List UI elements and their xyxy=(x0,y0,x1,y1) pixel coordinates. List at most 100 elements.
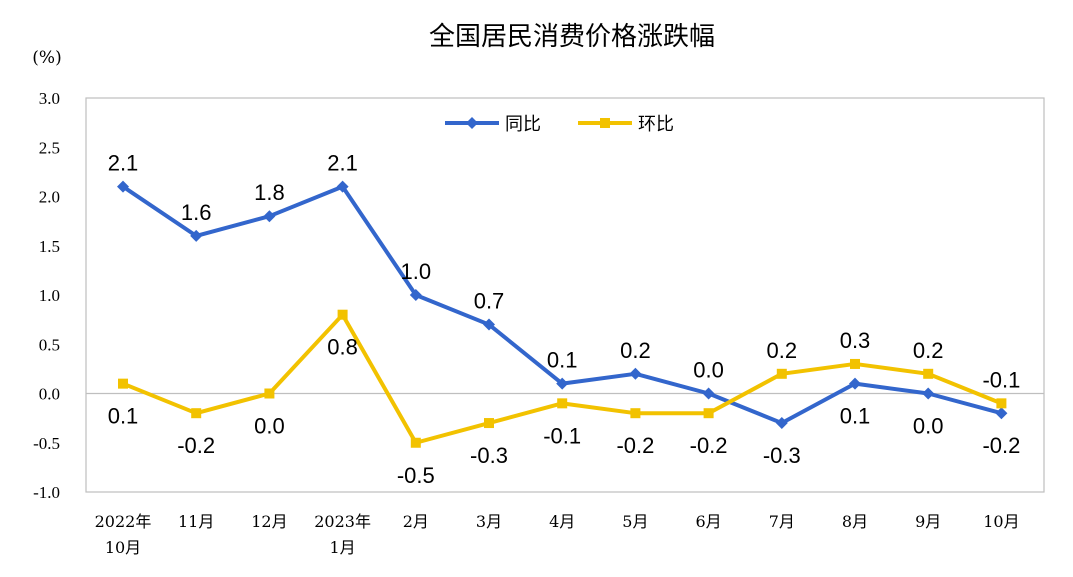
data-point-marker xyxy=(850,358,860,369)
x-tick-line: 3月 xyxy=(476,512,502,531)
data-label: 0.2 xyxy=(767,338,798,363)
data-label: 2.1 xyxy=(108,151,139,176)
data-point-marker xyxy=(776,368,787,379)
y-unit-label: (%) xyxy=(32,48,61,68)
data-label: 0.1 xyxy=(108,404,139,429)
x-tick-line: 1月 xyxy=(330,538,356,557)
data-point-marker xyxy=(629,367,642,380)
x-tick-label: 2022年 10月 xyxy=(95,512,152,557)
data-label: -0.2 xyxy=(982,433,1020,458)
x-axis-ticks: 2022年 10月 11月 12月 2023年 1月 2月 3月 4月 5月 6月 7月 8月 9月 10月 xyxy=(95,512,1020,557)
data-label: 0.1 xyxy=(547,348,578,373)
data-label: -0.3 xyxy=(763,443,801,468)
data-label: -0.5 xyxy=(397,463,435,488)
x-tick-label: 3月 xyxy=(476,512,502,531)
y-axis-ticks: 3.0 2.5 2.0 1.5 1.0 0.5 0.0 -0.5 -1.0 xyxy=(33,89,60,502)
data-point-marker xyxy=(337,309,348,320)
x-tick-line: 10月 xyxy=(983,512,1019,531)
data-point-marker xyxy=(557,398,568,409)
x-tick-line: 7月 xyxy=(769,512,795,531)
y-tick-label: 0.5 xyxy=(39,335,60,354)
data-label: 0.1 xyxy=(840,404,871,429)
data-point-marker xyxy=(117,180,129,193)
data-label: 0.0 xyxy=(913,414,944,439)
data-label: 0.8 xyxy=(327,335,358,360)
legend: 同比 环比 xyxy=(445,114,674,135)
data-label: -0.1 xyxy=(982,367,1020,392)
data-point-marker xyxy=(484,418,494,429)
data-point-marker xyxy=(775,417,788,430)
x-tick-label: 9月 xyxy=(915,512,941,531)
x-tick-line: 10月 xyxy=(105,538,141,557)
data-label: 1.8 xyxy=(254,180,285,205)
x-tick-label: 8月 xyxy=(842,512,868,531)
data-label: -0.2 xyxy=(177,433,215,458)
x-tick-label: 5月 xyxy=(622,512,648,531)
y-tick-label: 0.0 xyxy=(39,385,60,404)
series-layer xyxy=(117,180,1008,448)
legend-label: 同比 xyxy=(505,114,541,135)
x-tick-label: 11月 xyxy=(178,512,214,531)
data-label: 0.3 xyxy=(840,328,871,353)
x-tick-line: 9月 xyxy=(915,512,941,531)
chart-title: 全国居民消费价格涨跌幅 xyxy=(429,22,715,52)
y-tick-label: 1.5 xyxy=(39,237,60,256)
data-point-marker xyxy=(264,388,275,399)
x-tick-line: 2023年 xyxy=(314,512,371,531)
y-tick-label: 1.0 xyxy=(39,286,60,305)
data-label: -0.3 xyxy=(470,443,508,468)
data-label: 0.0 xyxy=(254,414,285,439)
x-tick-line: 4月 xyxy=(549,512,575,531)
data-point-marker xyxy=(849,377,861,390)
data-point-marker xyxy=(409,289,422,301)
data-labels-layer: 2.1 0.1 1.6 -0.2 1.8 0.0 2.1 0.8 1.0 -0.5 0.7 -0.3 0… xyxy=(108,151,1021,488)
x-tick-label: 7月 xyxy=(769,512,795,531)
data-label: -0.1 xyxy=(543,423,581,448)
data-point-marker xyxy=(702,387,715,400)
y-tick-label: 2.0 xyxy=(39,188,60,207)
series-mom xyxy=(118,309,1007,448)
x-tick-line: 2月 xyxy=(403,512,429,531)
y-tick-label: 2.5 xyxy=(39,138,60,157)
data-label: -0.2 xyxy=(616,433,654,458)
y-tick-label: -1.0 xyxy=(33,483,60,502)
data-point-marker xyxy=(410,437,421,448)
plot-area-frame xyxy=(85,97,1045,493)
data-point-marker xyxy=(118,378,128,389)
legend-label: 环比 xyxy=(638,114,674,135)
legend-item: 同比 xyxy=(445,114,541,135)
data-label: 0.7 xyxy=(474,289,505,314)
data-point-marker xyxy=(703,408,714,419)
x-tick-label: 2月 xyxy=(403,512,429,531)
x-tick-line: 12月 xyxy=(251,512,287,531)
series-yoy xyxy=(117,180,1008,430)
x-tick-line: 11月 xyxy=(178,512,214,531)
data-point-marker xyxy=(336,180,349,193)
data-label: 1.0 xyxy=(401,259,432,284)
data-label: 2.1 xyxy=(327,151,358,176)
x-tick-label: 10月 xyxy=(983,512,1019,531)
data-point-marker xyxy=(995,407,1008,420)
x-tick-label: 6月 xyxy=(696,512,722,531)
data-point-marker xyxy=(483,318,495,331)
legend-item: 环比 xyxy=(578,114,674,135)
x-tick-label: 2023年 1月 xyxy=(314,512,371,557)
x-tick-line: 6月 xyxy=(696,512,722,531)
y-tick-label: -0.5 xyxy=(33,434,60,453)
data-point-marker xyxy=(630,408,641,419)
data-label: 1.6 xyxy=(181,200,212,225)
legend-marker xyxy=(466,117,478,129)
x-tick-label: 12月 xyxy=(251,512,287,531)
x-tick-line: 2022年 xyxy=(95,512,152,531)
x-tick-line: 5月 xyxy=(622,512,648,531)
data-label: 0.2 xyxy=(620,338,651,363)
x-tick-line: 8月 xyxy=(842,512,868,531)
data-point-marker xyxy=(556,377,569,390)
data-point-marker xyxy=(191,408,202,419)
data-point-marker xyxy=(263,210,276,223)
x-tick-label: 4月 xyxy=(549,512,575,531)
data-point-marker xyxy=(922,387,935,400)
data-point-marker xyxy=(923,368,934,379)
data-point-marker xyxy=(190,229,203,242)
